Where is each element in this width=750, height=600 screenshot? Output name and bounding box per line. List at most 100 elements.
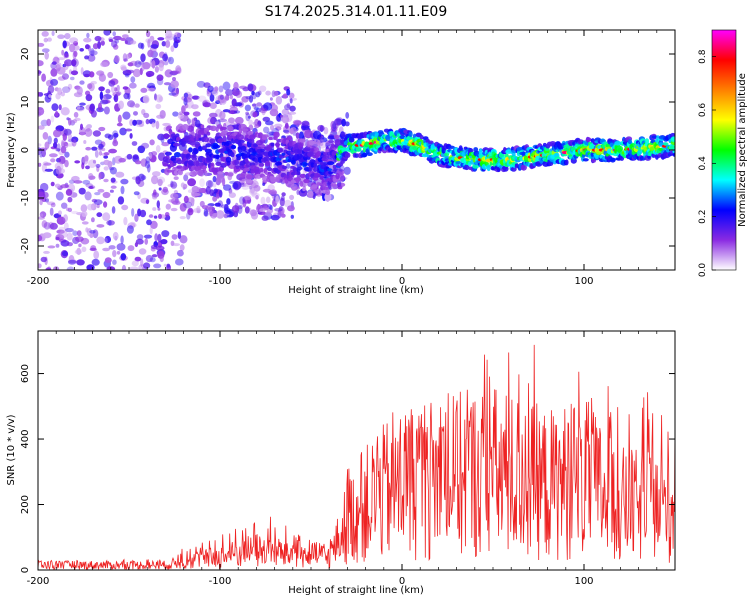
heatmap-cell (58, 104, 62, 111)
heatmap-cell (419, 135, 424, 140)
heatmap-cell (126, 69, 135, 74)
heatmap-cell (133, 111, 138, 116)
heatmap-cell (64, 222, 69, 231)
heatmap-cell (63, 214, 68, 223)
x-tick-label: -100 (209, 576, 232, 587)
heatmap-cell (314, 173, 321, 179)
heatmap-cell (182, 123, 189, 131)
heatmap-cell (60, 107, 70, 116)
heatmap-cell (38, 234, 43, 242)
heatmap-cell (123, 92, 130, 100)
heatmap-cell (266, 167, 273, 172)
y-tick-label: 20 (20, 48, 31, 61)
heatmap-cell (41, 31, 49, 37)
heatmap-cell (55, 236, 60, 241)
heatmap-cell (281, 152, 286, 156)
heatmap-cell (229, 94, 233, 100)
heatmap-cell (319, 175, 324, 180)
heatmap-cell (251, 192, 260, 198)
heatmap-cell (81, 211, 88, 217)
heatmap-cell (90, 80, 98, 85)
heatmap-cell (333, 134, 340, 140)
heatmap-cell (154, 93, 157, 101)
heatmap-cell (232, 182, 239, 190)
heatmap-cell (38, 125, 45, 130)
heatmap-cell (49, 153, 58, 158)
heatmap-cell (118, 100, 124, 110)
heatmap-cell (219, 95, 224, 100)
heatmap-cell (307, 190, 314, 198)
heatmap-cell (45, 198, 49, 203)
heatmap-cell (95, 163, 101, 168)
heatmap-cell (113, 35, 122, 41)
heatmap-cell (269, 108, 279, 117)
heatmap-cell (127, 62, 134, 67)
heatmap-cell (274, 208, 283, 212)
heatmap-cell (82, 179, 91, 185)
heatmap-cell (510, 166, 517, 172)
snr-y-axis-label: SNR (10 * v/v) (6, 414, 17, 485)
heatmap-cell (310, 148, 315, 152)
x-tick-label: 100 (574, 576, 593, 587)
heatmap-cell (84, 128, 93, 137)
heatmap-cell (176, 159, 183, 165)
heatmap-cell (215, 161, 222, 166)
heatmap-cell (116, 91, 122, 96)
heatmap-cell (269, 97, 273, 101)
heatmap-cell (156, 176, 166, 184)
heatmap-cell (225, 89, 233, 96)
heatmap-cell (147, 39, 151, 48)
heatmap-cell (64, 59, 73, 67)
heatmap-cell (214, 202, 221, 207)
heatmap-cell (355, 146, 362, 152)
heatmap-cell (248, 138, 255, 144)
heatmap-cell (209, 102, 217, 109)
heatmap-cell (406, 136, 414, 141)
heatmap-cell (38, 107, 45, 116)
heatmap-cell (170, 181, 178, 189)
heatmap-cell (224, 210, 232, 215)
heatmap-cell (151, 151, 158, 157)
heatmap-cell (269, 189, 278, 197)
heatmap-cell (38, 263, 42, 269)
heatmap-cell (222, 157, 227, 162)
heatmap-cell (72, 119, 78, 124)
heatmap-cell (314, 192, 322, 196)
heatmap-cell (71, 59, 77, 67)
heatmap-cell (183, 174, 189, 182)
heatmap-cell (212, 175, 217, 183)
heatmap-cell (103, 155, 109, 159)
heatmap-cell (92, 130, 101, 137)
heatmap-cell (332, 121, 336, 130)
heatmap-cell (114, 55, 120, 63)
heatmap-cell (203, 136, 210, 143)
heatmap-cell (162, 163, 169, 167)
heatmap-cell (153, 215, 158, 219)
heatmap-cell (345, 112, 350, 119)
heatmap-cell (47, 85, 55, 94)
heatmap-cell (180, 166, 185, 172)
heatmap-cell (54, 110, 59, 117)
heatmap-cell (238, 139, 245, 144)
heatmap-cell (66, 266, 75, 270)
heatmap-cell (161, 230, 170, 238)
heatmap-cell (228, 117, 235, 124)
heatmap-cell (627, 139, 633, 145)
heatmap-cell (93, 250, 100, 260)
heatmap-cell (245, 112, 251, 122)
heatmap-cell (70, 70, 79, 76)
heatmap-cell (131, 141, 138, 146)
heatmap-cell (213, 188, 218, 194)
heatmap-cell (427, 140, 434, 145)
heatmap-cell (253, 143, 258, 148)
heatmap-cell (90, 245, 97, 251)
heatmap-cell (67, 83, 73, 90)
heatmap-cell (299, 138, 306, 143)
heatmap-cell (157, 37, 165, 41)
heatmap-cell (248, 95, 254, 103)
heatmap-cell (71, 210, 79, 215)
heatmap-cell (129, 82, 137, 89)
heatmap-cell (202, 102, 212, 108)
heatmap-cell (268, 136, 273, 141)
heatmap-cell (171, 234, 178, 240)
